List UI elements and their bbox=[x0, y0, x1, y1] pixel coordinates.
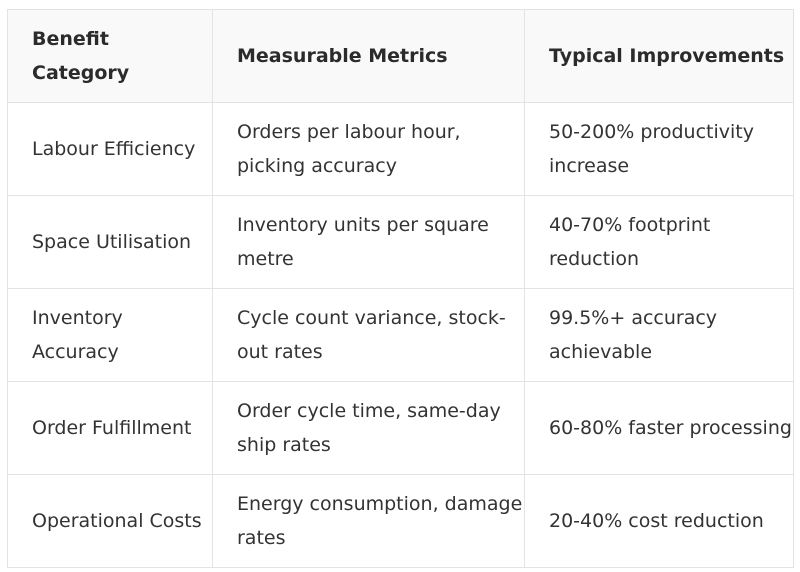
table-cell: 20-40% cost reduction bbox=[524, 474, 794, 568]
table-cell: Order cycle time, same-day ship rates bbox=[212, 381, 525, 475]
table-header-row: Benefit Category Measurable Metrics Typi… bbox=[7, 9, 794, 103]
table-row: Space Utilisation Inventory units per sq… bbox=[7, 195, 794, 289]
header-cell-typical-improvements: Typical Improvements bbox=[524, 9, 794, 103]
table-cell: Cycle count variance, stock-out rates bbox=[212, 288, 525, 382]
table-cell: Operational Costs bbox=[7, 474, 213, 568]
table-cell: Inventory Accuracy bbox=[7, 288, 213, 382]
table-cell: Orders per labour hour, picking accuracy bbox=[212, 102, 525, 196]
table-cell: Inventory units per square metre bbox=[212, 195, 525, 289]
table-cell: Space Utilisation bbox=[7, 195, 213, 289]
table-cell: Energy consumption, damage rates bbox=[212, 474, 525, 568]
table-row: Inventory Accuracy Cycle count variance,… bbox=[7, 288, 794, 382]
table-cell: Order Fulfillment bbox=[7, 381, 213, 475]
table-cell: 40-70% footprint reduction bbox=[524, 195, 794, 289]
benefits-table: Benefit Category Measurable Metrics Typi… bbox=[7, 9, 794, 568]
table-row: Order Fulfillment Order cycle time, same… bbox=[7, 381, 794, 475]
table-cell: 60-80% faster processing bbox=[524, 381, 794, 475]
table-row: Operational Costs Energy consumption, da… bbox=[7, 474, 794, 568]
table-row: Labour Efficiency Orders per labour hour… bbox=[7, 102, 794, 196]
table-cell: 99.5%+ accuracy achievable bbox=[524, 288, 794, 382]
header-cell-benefit-category: Benefit Category bbox=[7, 9, 213, 103]
table-cell: Labour Efficiency bbox=[7, 102, 213, 196]
header-cell-measurable-metrics: Measurable Metrics bbox=[212, 9, 525, 103]
table-cell: 50-200% productivity increase bbox=[524, 102, 794, 196]
